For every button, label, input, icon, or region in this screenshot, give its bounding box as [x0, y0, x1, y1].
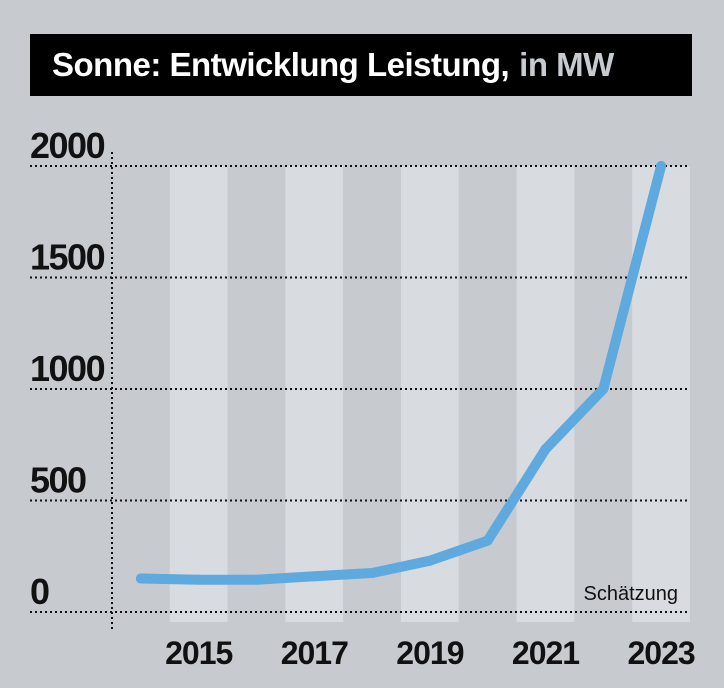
data-point	[540, 444, 551, 455]
year-band	[169, 166, 228, 622]
chart-title: Sonne: Entwicklung Leistung,	[52, 46, 510, 83]
year-band	[401, 166, 459, 622]
y-tick-label: 0	[30, 571, 49, 612]
data-point	[482, 535, 493, 546]
y-tick-label: 500	[30, 460, 86, 501]
x-tick-label: 2015	[165, 635, 232, 671]
x-tick-label: 2019	[396, 635, 463, 671]
y-tick-label: 2000	[30, 125, 105, 166]
y-tick-label: 1000	[30, 348, 105, 389]
x-tick-label: 2023	[628, 635, 695, 671]
x-tick-label: 2017	[281, 635, 348, 671]
year-band	[516, 166, 575, 622]
data-point	[135, 573, 146, 584]
data-point	[424, 555, 435, 566]
chart-title-bar: Sonne: Entwicklung Leistung, in MW	[30, 34, 692, 96]
y-tick-label: 1500	[30, 237, 105, 278]
gridlines	[30, 165, 690, 613]
year-band	[458, 166, 517, 622]
data-point	[309, 571, 320, 582]
x-tick-label: 2021	[512, 635, 579, 671]
series-layer	[135, 161, 667, 585]
data-point	[193, 574, 204, 585]
data-point	[656, 161, 667, 171]
background-bands	[112, 166, 690, 622]
y-axis-labels: 0 500 1000 1500 2000	[30, 125, 106, 612]
year-band	[285, 166, 344, 622]
year-band	[227, 166, 286, 622]
data-point	[367, 567, 378, 578]
data-point	[598, 384, 609, 394]
x-axis-labels: 2015 2017 2019 2021 2023	[165, 635, 696, 671]
chart-title-unit: in MW	[519, 46, 614, 83]
year-band	[343, 166, 401, 622]
series-line	[135, 161, 667, 585]
year-band	[112, 166, 170, 622]
estimate-annotation: Schätzung	[583, 583, 678, 605]
data-point	[251, 574, 262, 585]
